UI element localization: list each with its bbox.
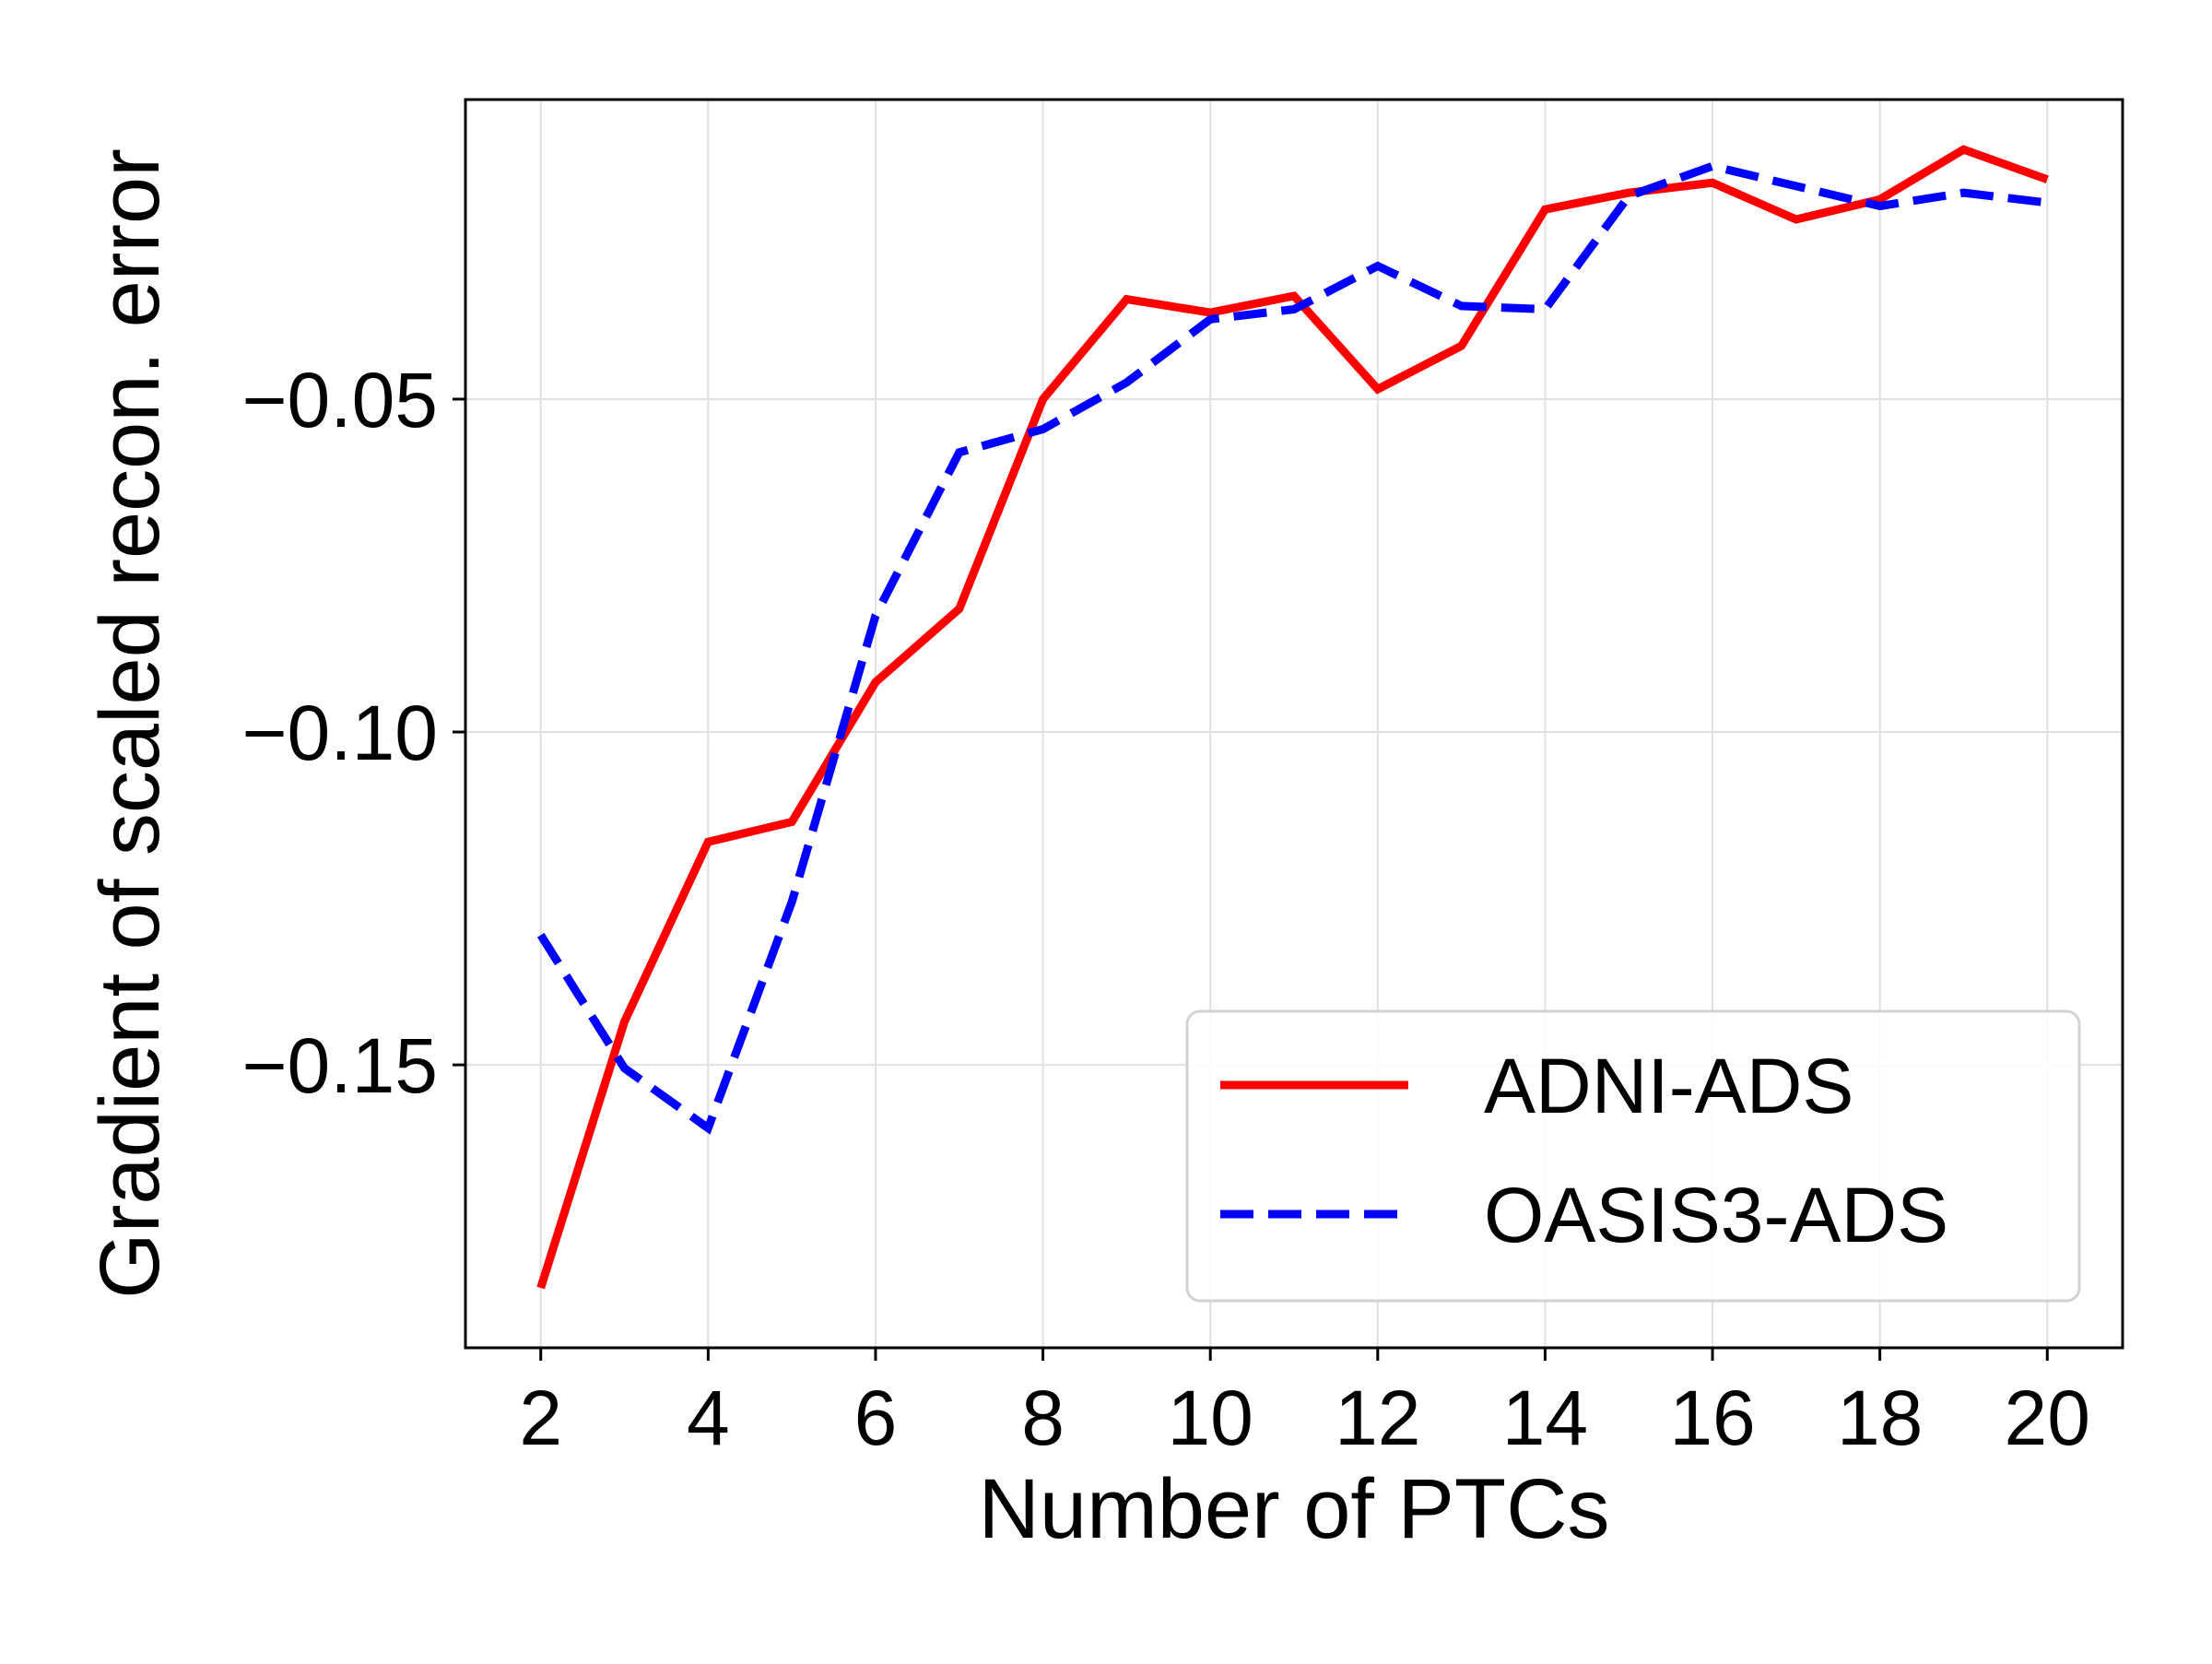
x-tick-label: 14 <box>1502 1375 1588 1461</box>
plot-frame <box>464 98 2124 1350</box>
x-tick-label: 8 <box>1021 1375 1065 1461</box>
series-line-oasis3-ads <box>536 161 2048 1135</box>
legend-label: OASIS3-ADS <box>1484 1172 1948 1258</box>
series-layer <box>536 145 2049 1290</box>
legend: ADNI-ADS OASIS3-ADS <box>1185 1009 2081 1303</box>
legend-label: ADNI-ADS <box>1484 1043 1853 1129</box>
y-tick-label: −0.05 <box>241 357 438 443</box>
x-tick-label: 2 <box>519 1375 562 1461</box>
x-tick-label: 4 <box>687 1375 730 1461</box>
x-tick-label: 6 <box>854 1375 898 1461</box>
x-tick-label: 20 <box>2005 1375 2090 1461</box>
y-tick-label: −0.10 <box>241 690 438 776</box>
series-line-adni-ads <box>536 145 2049 1290</box>
x-tick-label: 10 <box>1167 1375 1253 1461</box>
x-tick-label: 12 <box>1335 1375 1420 1461</box>
y-tick-label: −0.15 <box>241 1022 438 1109</box>
x-axis-title: Number of PTCs <box>978 1462 1609 1556</box>
legend-box <box>1185 1009 2081 1303</box>
x-tick-label: 16 <box>1669 1375 1755 1461</box>
y-axis-title: Gradient of scaled recon. error <box>83 148 177 1299</box>
x-tick-label: 18 <box>1837 1375 1923 1461</box>
ticks: 2 4 6 8 10 12 14 16 18 20 −0.05 −0.10 −0.15 <box>241 357 2090 1461</box>
